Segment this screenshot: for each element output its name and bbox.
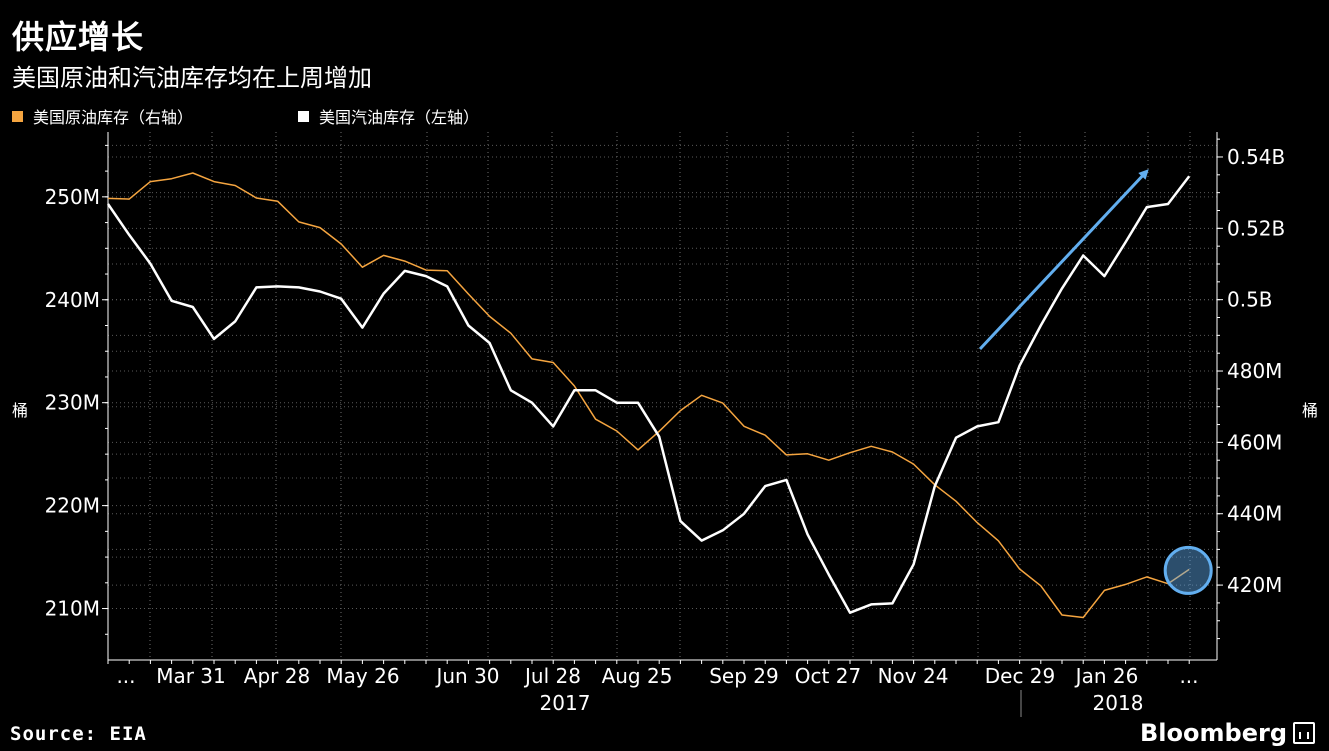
x-axis-tick-label: Dec 29 (985, 664, 1056, 688)
right-axis-unit-label: 桶 (1302, 401, 1318, 420)
right-axis-tick-label: 0.54B (1227, 145, 1285, 169)
bloomberg-terminal-icon (1293, 722, 1315, 744)
x-axis-year-label: 2017 (540, 691, 591, 715)
legend-label-crude: 美国原油库存（右轴） (33, 108, 194, 127)
x-axis-tick-label: Jul 28 (523, 664, 581, 688)
crude-inventory-line (107, 172, 1190, 619)
legend-item-crude: 美国原油库存（右轴） (12, 104, 193, 128)
right-axis-tick-label: 0.52B (1227, 216, 1285, 240)
axes: 210M 220M 230M 240M 250M 420M 440M 460M 480M 0.5B… (12, 132, 1318, 717)
right-axis-tick-label: 420M (1227, 573, 1282, 597)
x-axis-tick-label: Oct 27 (795, 664, 861, 688)
x-axis-tick-label: ... (116, 664, 135, 688)
legend-label-gasoline: 美国汽油库存（左轴） (319, 108, 480, 127)
left-axis-tick-label: 220M (45, 494, 100, 518)
left-axis-tick-label: 240M (45, 288, 100, 312)
right-axis-tick-label: 480M (1227, 359, 1282, 383)
chart-subtitle: 美国原油和汽油库存均在上周增加 (12, 64, 372, 92)
x-axis-tick-label: Sep 29 (709, 664, 779, 688)
chart-title: 供应增长 (12, 18, 145, 56)
left-axis-unit-label: 桶 (12, 401, 28, 420)
brand-name: Bloomberg (1140, 719, 1287, 747)
brand-logo: Bloomberg (1140, 719, 1315, 747)
legend-swatch-crude (12, 110, 23, 122)
series (106, 172, 1191, 619)
legend-item-gasoline: 美国汽油库存（左轴） (298, 104, 479, 128)
source-note: Source: EIA (10, 723, 147, 745)
left-axis-tick-label: 250M (45, 185, 100, 209)
grid (107, 132, 1217, 660)
gasoline-inventory-line (106, 175, 1191, 614)
x-axis-tick-label: Mar 31 (156, 664, 226, 688)
x-axis-tick-label: Apr 28 (244, 664, 310, 688)
x-axis-tick-label: Jan 26 (1074, 664, 1139, 688)
x-axis-tick-label: ... (1179, 664, 1198, 688)
left-axis-tick-label: 230M (45, 391, 100, 415)
legend-swatch-gasoline (298, 110, 309, 122)
trend-arrow (978, 169, 1149, 351)
x-axis-tick-label: Nov 24 (878, 664, 949, 688)
left-axis-tick-label: 210M (45, 597, 100, 621)
x-axis-year-label: 2018 (1093, 691, 1144, 715)
annotations (978, 169, 1213, 595)
x-axis-tick-label: May 26 (326, 664, 399, 688)
right-axis-tick-label: 440M (1227, 502, 1282, 526)
x-axis-tick-label: Aug 25 (602, 664, 673, 688)
x-axis-tick-label: Jun 30 (434, 664, 499, 688)
right-axis-tick-label: 460M (1227, 430, 1282, 454)
right-axis-tick-label: 0.5B (1227, 288, 1273, 312)
highlight-circle (1163, 545, 1213, 595)
